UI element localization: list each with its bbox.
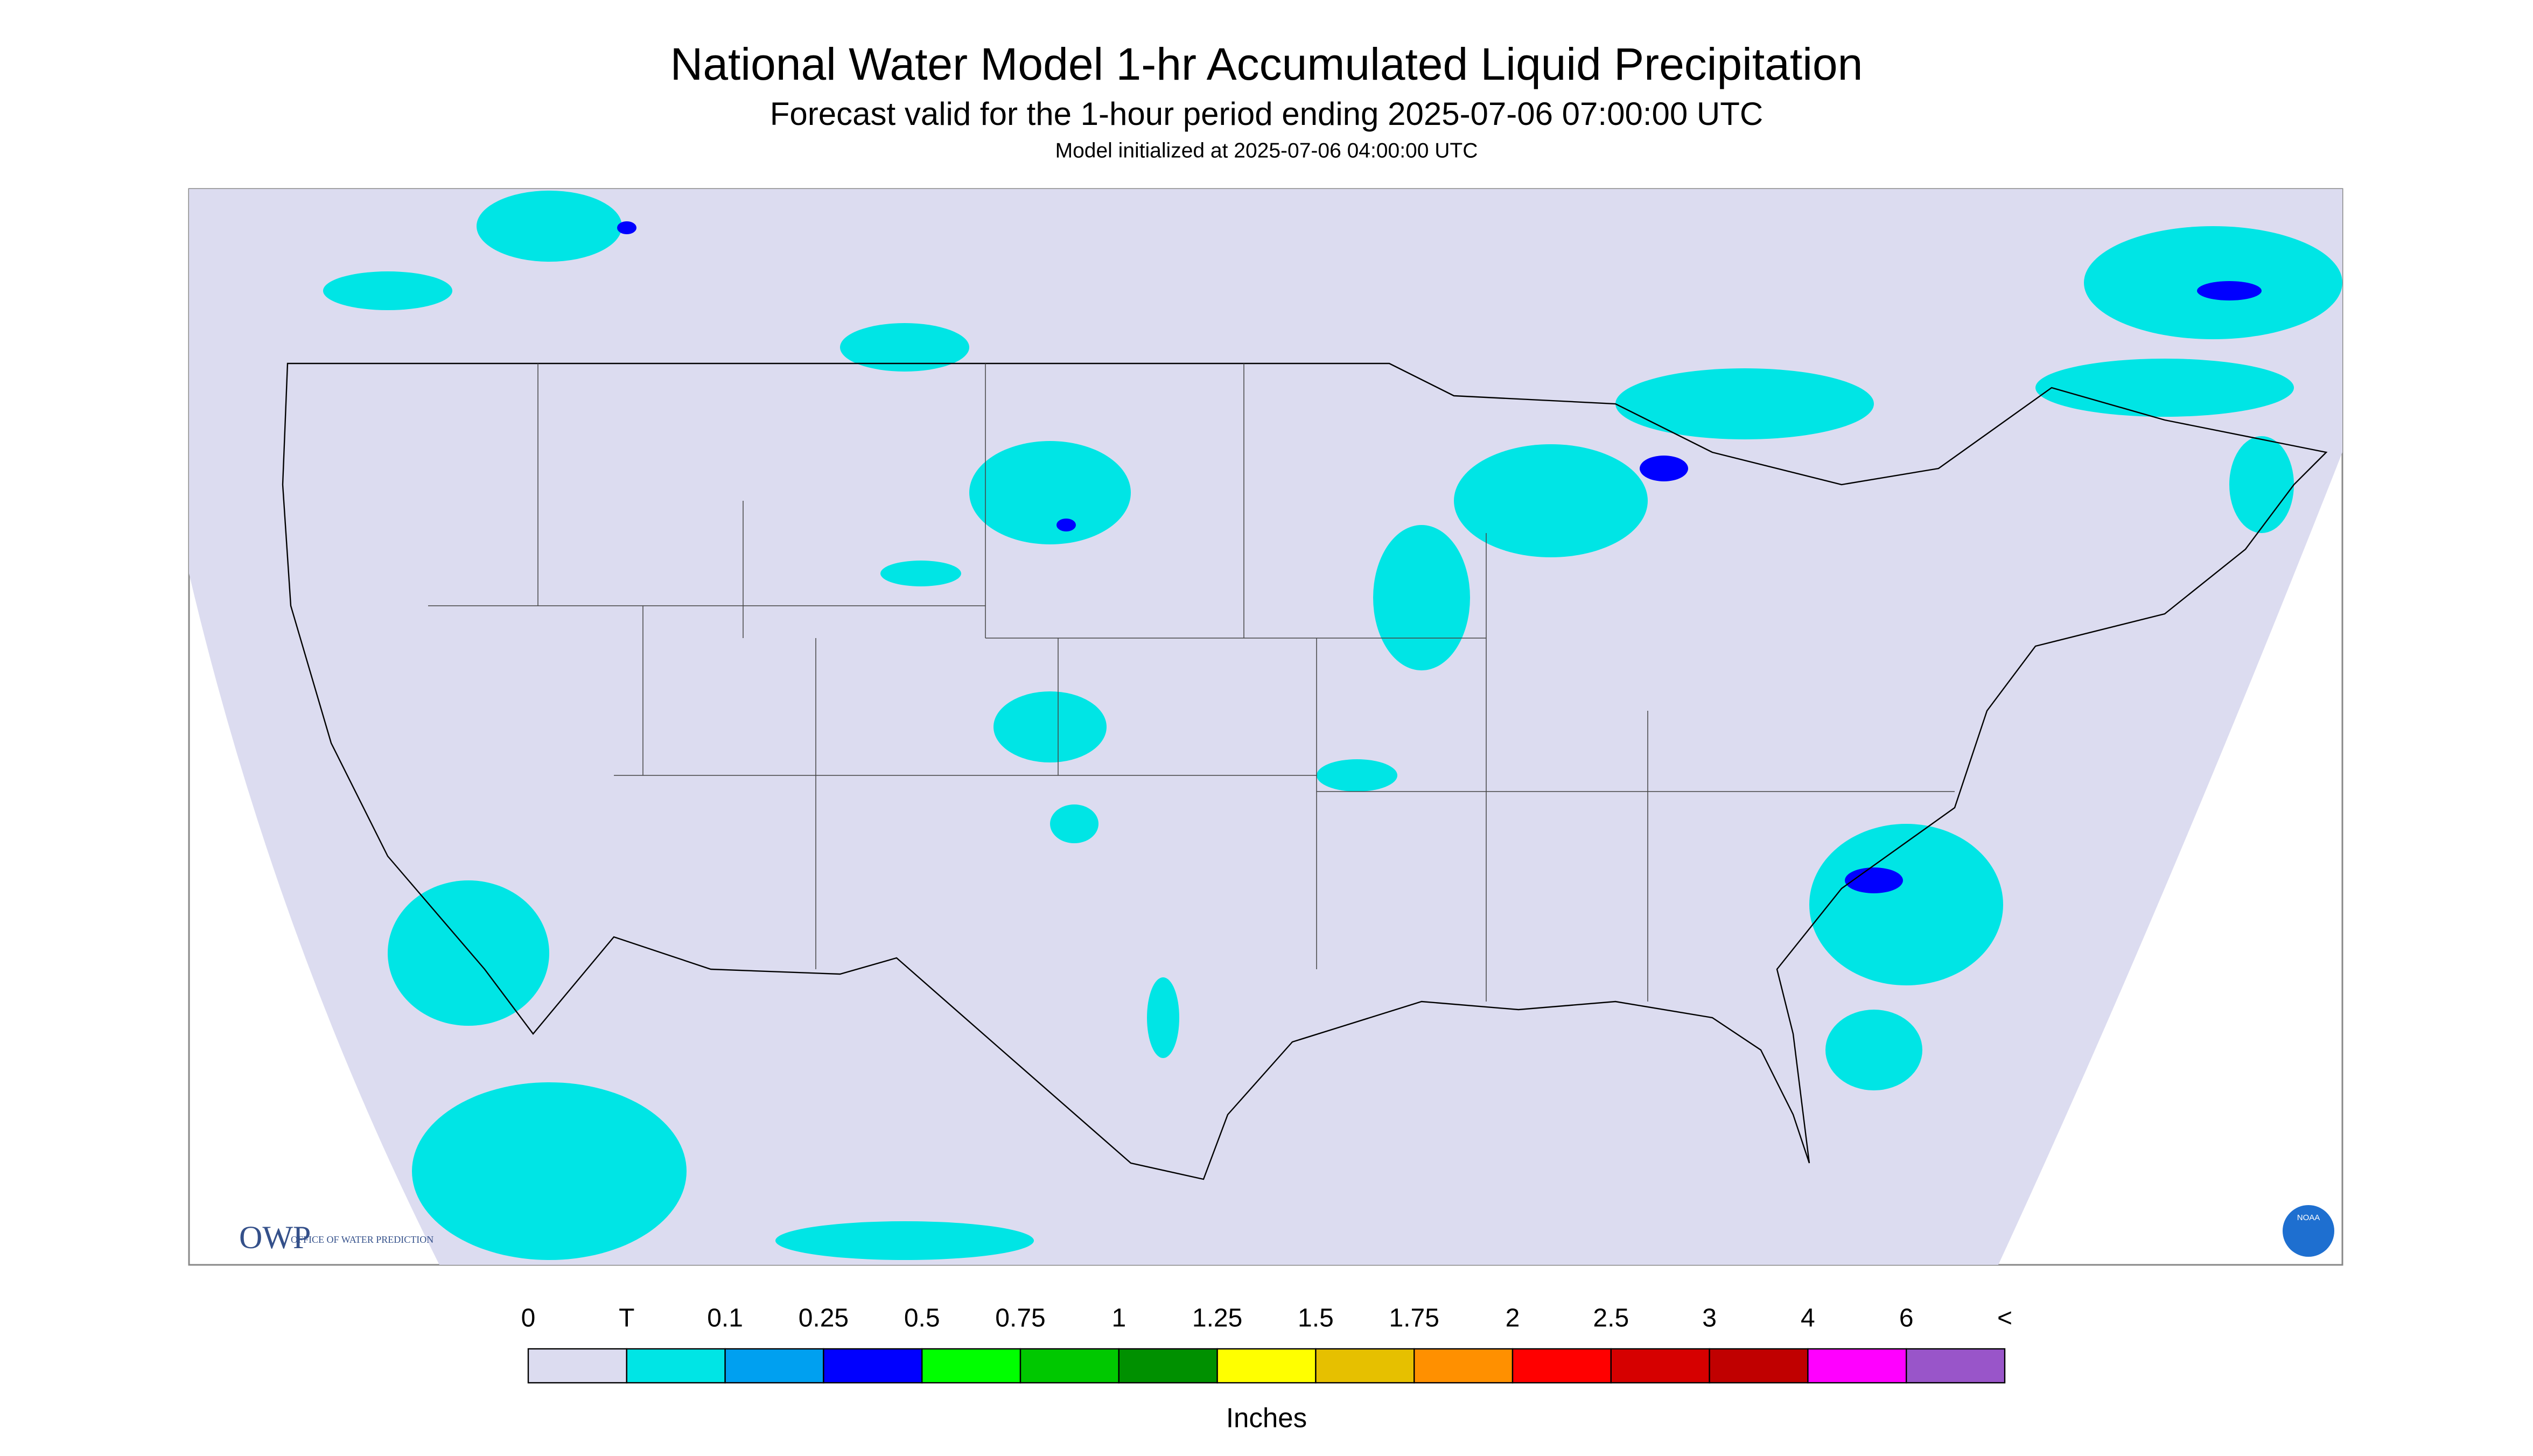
legend-label: 1 xyxy=(1111,1304,1126,1333)
heavy-precip xyxy=(617,221,2262,894)
init-time: Model initialized at 2025-07-06 04:00:00… xyxy=(1055,139,1478,162)
legend-label: 1.75 xyxy=(1389,1304,1439,1333)
legend-swatch xyxy=(724,1348,824,1384)
legend-swatch xyxy=(527,1348,628,1384)
legend-label: 0.75 xyxy=(995,1304,1045,1333)
legend-swatch xyxy=(1118,1348,1218,1384)
legend-swatch xyxy=(1610,1348,1710,1384)
legend-label: 0.5 xyxy=(904,1304,940,1333)
legend-swatch xyxy=(1216,1348,1317,1384)
legend-label: 2 xyxy=(1506,1304,1520,1333)
owp-logo-text: OFFICE OF WATER PREDICTION xyxy=(291,1234,433,1245)
precip-areas xyxy=(323,191,2342,1261)
legend-label: 3 xyxy=(1702,1304,1717,1333)
map-panel: OWP OFFICE OF WATER PREDICTION NOAA xyxy=(188,188,2343,1266)
legend-swatch xyxy=(1512,1348,1612,1384)
legend-label: 0.25 xyxy=(799,1304,849,1333)
legend-label: 2.5 xyxy=(1593,1304,1629,1333)
state-lines xyxy=(428,363,1955,1002)
legend-swatch xyxy=(823,1348,923,1384)
legend-label: 6 xyxy=(1899,1304,1914,1333)
legend-swatch xyxy=(1019,1348,1120,1384)
legend-swatch xyxy=(1905,1348,2006,1384)
legend-swatch xyxy=(1414,1348,1514,1384)
noaa-logo-text: NOAA xyxy=(2297,1213,2320,1222)
legend-label: 1.5 xyxy=(1298,1304,1334,1333)
legend-swatch xyxy=(1709,1348,1809,1384)
legend-label: T xyxy=(619,1304,634,1333)
domain xyxy=(189,189,2342,1265)
subtitle: Forecast valid for the 1-hour period end… xyxy=(770,96,1763,132)
legend-label: 0 xyxy=(521,1304,536,1333)
legend-swatch xyxy=(626,1348,726,1384)
legend-unit: Inches xyxy=(1226,1402,1307,1433)
title: National Water Model 1-hr Accumulated Li… xyxy=(670,39,1863,89)
legend: 0 T 0.1 0.25 0.5 0.75 1 1.25 1.5 1.75 2 2.5 3 4 6 < xyxy=(521,1304,2012,1384)
legend-swatch xyxy=(921,1348,1021,1384)
coastline-border xyxy=(282,362,2328,1180)
legend-swatch xyxy=(1315,1348,1415,1384)
legend-label: 4 xyxy=(1801,1304,1815,1333)
legend-label: < xyxy=(1997,1304,2012,1333)
legend-label: 1.25 xyxy=(1192,1304,1242,1333)
legend-swatch xyxy=(1807,1348,1907,1384)
owp-logo: OWP xyxy=(239,1220,311,1255)
legend-label: 0.1 xyxy=(707,1304,743,1333)
noaa-logo xyxy=(2283,1205,2334,1257)
